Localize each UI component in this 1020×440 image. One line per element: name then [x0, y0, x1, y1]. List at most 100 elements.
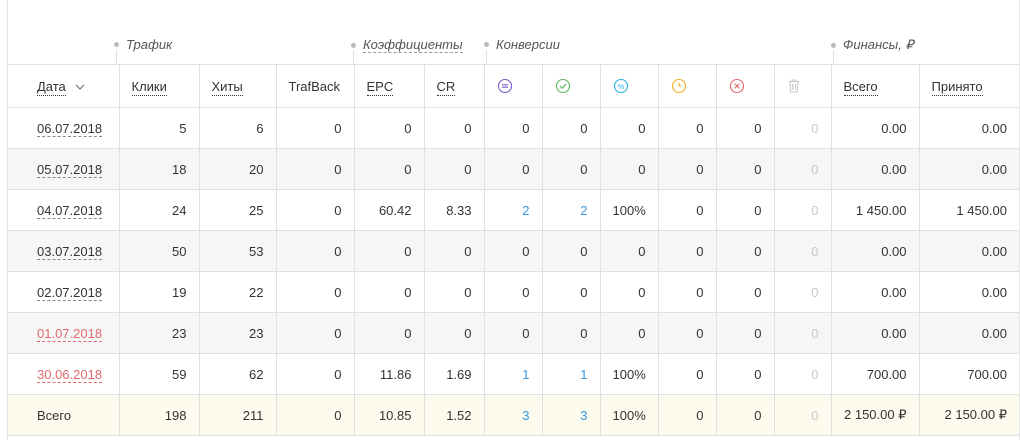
cell-conv-rejected: 0	[715, 107, 775, 149]
group-finance-label: Финансы, ₽	[843, 37, 914, 52]
cell-epc: 0	[353, 312, 425, 354]
group-dot	[484, 42, 489, 47]
total-conv-approved[interactable]: 3	[541, 394, 601, 436]
cell-fin-total: 0.00	[830, 271, 920, 313]
cell-fin-accepted: 0.00	[918, 312, 1019, 354]
check-circle-icon	[555, 79, 570, 94]
header-epc[interactable]: EPC	[353, 64, 425, 108]
group-coefficients: Коэффициенты	[351, 37, 463, 53]
cell-conv-all: 0	[483, 230, 543, 272]
cell-conv-all[interactable]: 1	[483, 353, 543, 395]
cell-clicks: 18	[118, 148, 200, 190]
cell-hits: 25	[198, 189, 277, 231]
cell-conv-percent: 100%	[599, 189, 659, 231]
date-link[interactable]: 04.07.2018	[37, 202, 103, 219]
cell-conv-approved[interactable]: 2	[541, 189, 601, 231]
clock-circle-icon	[671, 79, 686, 94]
cell-hits: 22	[198, 271, 277, 313]
cell-conv-pending: 0	[657, 107, 717, 149]
cell-date[interactable]: 02.07.2018	[8, 271, 120, 313]
group-traffic-label: Трафик	[126, 37, 173, 52]
header-cr[interactable]: CR	[423, 64, 485, 108]
header-fin-accepted-label: Принято	[931, 78, 983, 96]
cell-fin-total: 700.00	[830, 353, 920, 395]
header-date[interactable]: Дата	[8, 64, 120, 108]
cell-hits: 62	[198, 353, 277, 395]
table-row: 03.07.2018 50 53 0 0 0 0 0 0 0 0 0 0.00 …	[8, 230, 1019, 272]
cell-conv-trash: 0	[773, 312, 832, 354]
header-trafback-label: TrafBack	[288, 78, 341, 94]
cell-conv-all: 0	[483, 107, 543, 149]
cell-conv-rejected: 0	[715, 189, 775, 231]
trash-icon	[788, 79, 799, 93]
cell-conv-trash: 0	[773, 107, 832, 149]
cell-conv-approved: 0	[541, 271, 601, 313]
equals-circle-icon	[497, 79, 512, 94]
cell-date[interactable]: 03.07.2018	[8, 230, 120, 272]
total-cr: 1.52	[423, 394, 485, 436]
svg-text:%: %	[617, 82, 624, 91]
cell-date[interactable]: 30.06.2018	[8, 353, 120, 395]
header-conv-all[interactable]	[483, 64, 543, 108]
cell-trafback: 0	[275, 189, 355, 231]
table-row: 01.07.2018 23 23 0 0 0 0 0 0 0 0 0 0.00 …	[8, 312, 1019, 354]
cell-conv-rejected: 0	[715, 148, 775, 190]
cell-conv-percent: 0	[599, 107, 659, 149]
cell-date[interactable]: 04.07.2018	[8, 189, 120, 231]
date-link[interactable]: 05.07.2018	[37, 161, 103, 178]
header-hits[interactable]: Хиты	[198, 64, 277, 108]
group-stem	[353, 50, 354, 64]
cell-fin-total: 0.00	[830, 148, 920, 190]
cell-trafback: 0	[275, 148, 355, 190]
total-hits: 211	[198, 394, 277, 436]
group-stem	[833, 50, 834, 64]
cell-conv-approved: 0	[541, 148, 601, 190]
cell-fin-accepted: 700.00	[918, 353, 1019, 395]
cell-date[interactable]: 01.07.2018	[8, 312, 120, 354]
group-stem	[116, 50, 117, 64]
cell-date[interactable]: 06.07.2018	[8, 107, 120, 149]
cell-conv-trash: 0	[773, 189, 832, 231]
date-link[interactable]: 03.07.2018	[37, 243, 103, 260]
header-fin-accepted[interactable]: Принято	[918, 64, 1019, 108]
group-stem	[486, 50, 487, 64]
cell-conv-pending: 0	[657, 353, 717, 395]
header-fin-total[interactable]: Всего	[830, 64, 920, 108]
cell-conv-approved[interactable]: 1	[541, 353, 601, 395]
cell-cr: 8.33	[423, 189, 485, 231]
group-coefficients-label[interactable]: Коэффициенты	[363, 37, 463, 53]
cell-trafback: 0	[275, 271, 355, 313]
cell-hits: 23	[198, 312, 277, 354]
cell-fin-accepted: 0.00	[918, 230, 1019, 272]
percent-circle-icon: %	[613, 79, 628, 94]
header-conv-percent[interactable]: %	[599, 64, 659, 108]
cell-epc: 0	[353, 230, 425, 272]
cell-conv-all[interactable]: 2	[483, 189, 543, 231]
cell-hits: 53	[198, 230, 277, 272]
cell-conv-rejected: 0	[715, 353, 775, 395]
date-link[interactable]: 02.07.2018	[37, 284, 103, 301]
date-link[interactable]: 06.07.2018	[37, 120, 103, 137]
cell-cr: 0	[423, 148, 485, 190]
total-conv-rejected: 0	[715, 394, 775, 436]
cell-epc: 0	[353, 148, 425, 190]
header-clicks[interactable]: Клики	[118, 64, 200, 108]
cell-conv-all: 0	[483, 271, 543, 313]
date-link[interactable]: 30.06.2018	[37, 366, 103, 383]
cell-date[interactable]: 05.07.2018	[8, 148, 120, 190]
header-conv-trash[interactable]	[773, 64, 832, 108]
cell-conv-trash: 0	[773, 271, 832, 313]
header-conv-pending[interactable]	[657, 64, 717, 108]
header-conv-rejected[interactable]	[715, 64, 775, 108]
header-conv-approved[interactable]	[541, 64, 601, 108]
cell-cr: 0	[423, 107, 485, 149]
cell-conv-pending: 0	[657, 312, 717, 354]
cell-epc: 0	[353, 107, 425, 149]
total-conv-all[interactable]: 3	[483, 394, 543, 436]
cell-epc: 0	[353, 271, 425, 313]
total-conv-pending: 0	[657, 394, 717, 436]
group-dot	[831, 42, 836, 48]
cell-clicks: 23	[118, 312, 200, 354]
date-link[interactable]: 01.07.2018	[37, 325, 103, 342]
